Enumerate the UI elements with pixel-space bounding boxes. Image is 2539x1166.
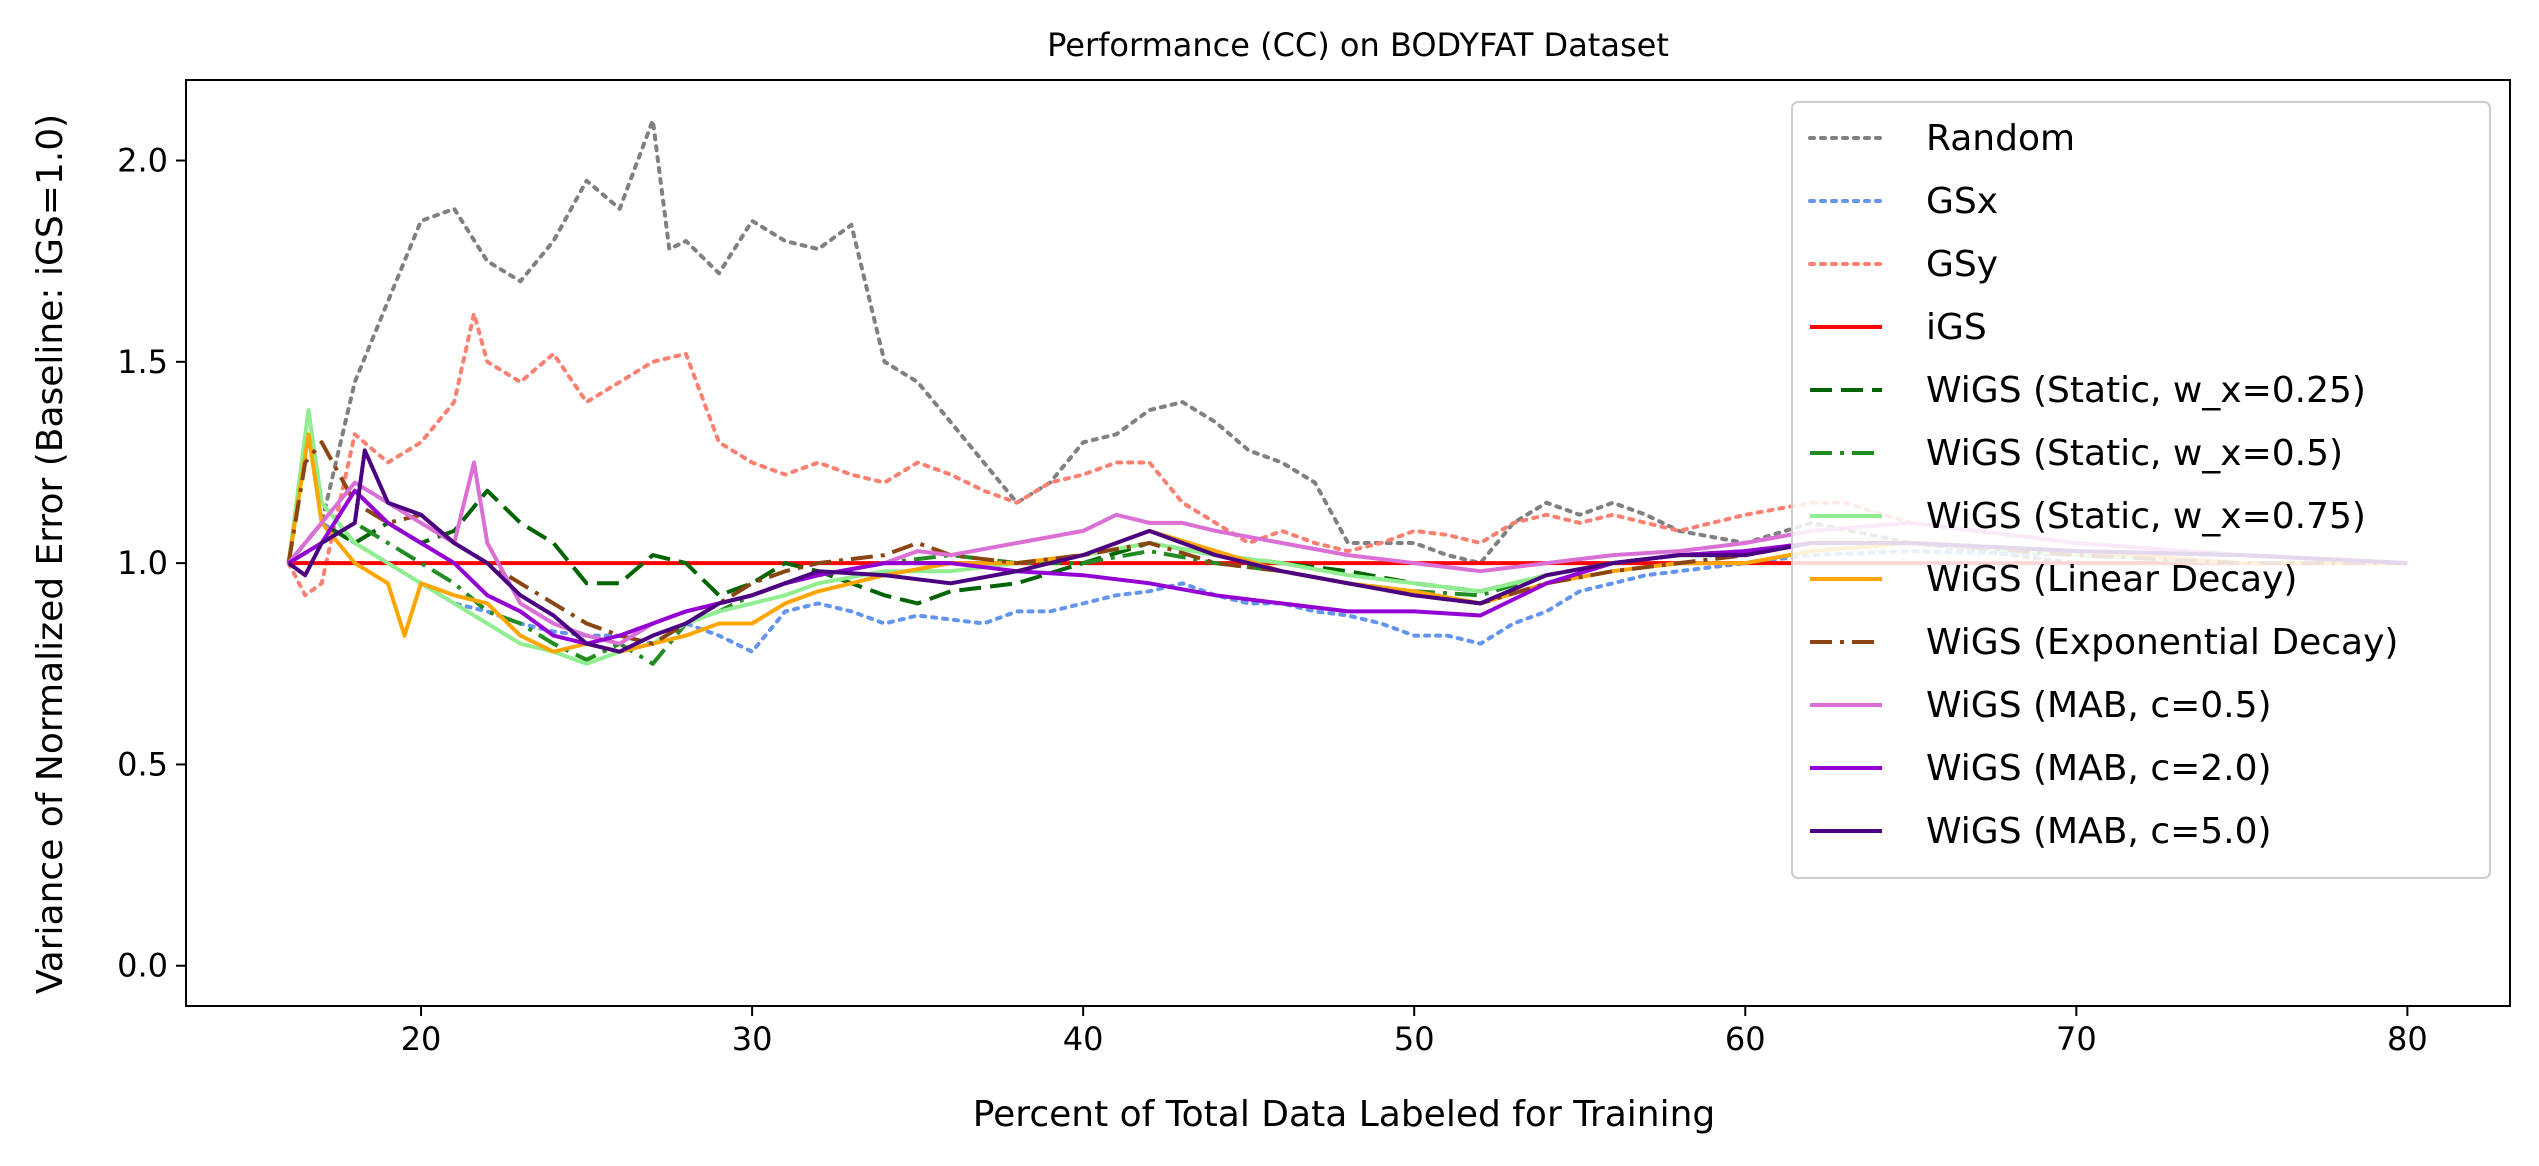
legend-entry: WiGS (MAB, c=2.0) — [1926, 748, 2272, 789]
x-tick-label: 60 — [1725, 1020, 1766, 1058]
y-tick-label: 1.5 — [117, 343, 168, 381]
legend-entry: WiGS (Static, w_x=0.75) — [1926, 496, 2366, 537]
series-lines — [286, 118, 2410, 666]
y-tick-label: 0.5 — [117, 745, 168, 783]
legend-entry: Random — [1926, 118, 2075, 159]
series-line-1 — [286, 520, 2410, 654]
series-line-8 — [286, 440, 2408, 646]
y-tick-label: 0.0 — [117, 947, 168, 985]
legend-entry: WiGS (Exponential Decay) — [1926, 622, 2398, 663]
chart-title: Performance (CC) on BODYFAT Dataset — [1047, 26, 1669, 64]
legend-entry: iGS — [1926, 307, 1987, 348]
series-line-5 — [287, 520, 2408, 666]
series-line-11 — [287, 448, 2408, 654]
legend-entry: WiGS (Static, w_x=0.25) — [1926, 370, 2366, 411]
x-tick-label: 20 — [401, 1020, 442, 1058]
y-tick-label: 1.0 — [117, 544, 168, 582]
legend-box — [1791, 101, 2491, 879]
legend-entry: GSy — [1926, 244, 1998, 285]
legend-entry: GSx — [1926, 181, 1998, 222]
series-line-9 — [287, 460, 2408, 646]
legend-entry: WiGS (Static, w_x=0.5) — [1926, 433, 2343, 474]
plot-frame — [185, 79, 2511, 1007]
series-line-7 — [286, 432, 2408, 654]
x-tick-label: 70 — [2056, 1020, 2097, 1058]
legend-entry: WiGS (MAB, c=5.0) — [1926, 811, 2272, 852]
x-tick-label: 30 — [732, 1020, 773, 1058]
legend-entry: WiGS (MAB, c=0.5) — [1926, 685, 2272, 726]
series-line-2 — [286, 311, 2410, 598]
y-tick-label: 2.0 — [117, 142, 168, 180]
x-tick-label: 50 — [1394, 1020, 1435, 1058]
y-axis-label: Variance of Normalized Error (Baseline: … — [30, 114, 71, 994]
legend-entry: WiGS (Linear Decay) — [1926, 559, 2297, 600]
x-axis-label: Percent of Total Data Labeled for Traini… — [973, 1094, 1716, 1135]
series-line-0 — [286, 118, 2410, 566]
x-tick-label: 40 — [1063, 1020, 1104, 1058]
legend: Random GSx GSy iGS WiGS (Static, w_x=0.25) Wi… — [1791, 101, 2491, 879]
x-tick-label: 80 — [2387, 1020, 2428, 1058]
